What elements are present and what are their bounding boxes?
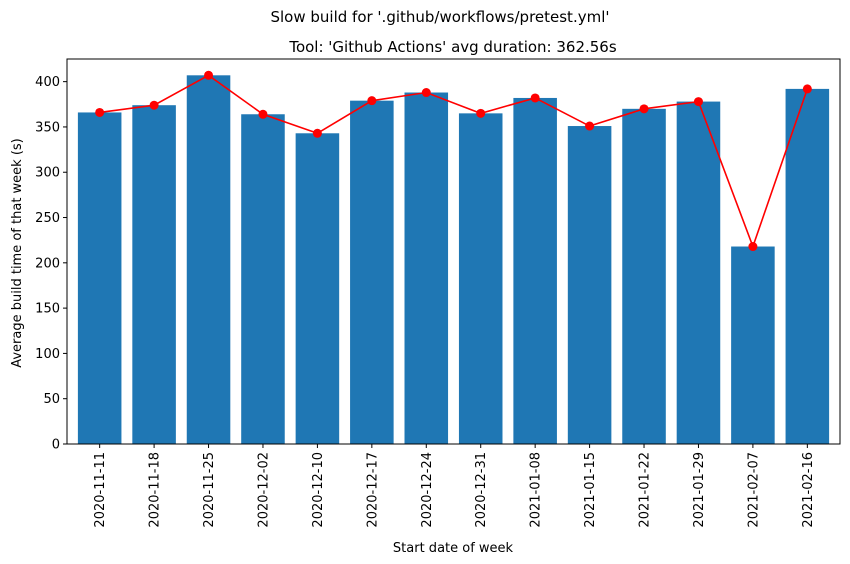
x-tick-label: 2021-01-29 xyxy=(692,452,707,528)
bar xyxy=(731,246,775,444)
series-line xyxy=(99,74,809,249)
x-tick-label: 2020-11-25 xyxy=(202,452,217,528)
line-point xyxy=(802,84,812,94)
y-tick-label: 100 xyxy=(35,347,60,362)
x-tick-label: 2020-12-31 xyxy=(474,452,489,528)
x-tick-label: 2020-12-02 xyxy=(256,452,271,528)
x-axis: 2020-11-11 2020-11-18 2020-11-25 2020-12-02… xyxy=(93,444,816,528)
line-point xyxy=(149,100,159,110)
x-tick-label: 2021-01-22 xyxy=(638,452,653,528)
y-tick-label: 250 xyxy=(35,211,60,226)
bar xyxy=(567,126,612,445)
plot-frame xyxy=(66,58,841,445)
y-tick-label: 150 xyxy=(35,302,60,317)
x-tick-label: 2021-02-16 xyxy=(801,452,816,528)
x-tick-label: 2020-12-10 xyxy=(311,452,326,528)
y-tick-label: 0 xyxy=(52,438,60,453)
line-series xyxy=(95,70,812,252)
y-axis-label: Average build time of that week (s) xyxy=(10,138,25,368)
line-point xyxy=(693,97,703,107)
x-tick-label: 2020-12-17 xyxy=(365,452,380,528)
x-tick-label: 2021-01-08 xyxy=(529,452,544,528)
x-tick-label: 2020-11-18 xyxy=(148,452,163,528)
bar xyxy=(295,133,340,444)
x-tick-label: 2021-02-07 xyxy=(746,452,761,528)
x-tick-label: 2021-01-15 xyxy=(583,452,598,528)
y-tick-label: 200 xyxy=(35,256,60,271)
bar-series xyxy=(77,75,830,445)
bar xyxy=(241,114,285,445)
line-point xyxy=(312,128,322,138)
line-point xyxy=(476,108,486,118)
bar xyxy=(77,112,122,445)
x-axis-label: Start date of week xyxy=(393,541,514,556)
y-tick-label: 350 xyxy=(35,120,60,135)
x-tick-label: 2020-11-11 xyxy=(93,452,108,528)
bar xyxy=(785,88,830,445)
chart-title: Tool: 'Github Actions' avg duration: 362… xyxy=(288,38,617,56)
y-tick-label: 400 xyxy=(35,75,60,90)
chart-suptitle: Slow build for '.github/workflows/pretes… xyxy=(270,8,609,26)
line-point xyxy=(639,104,649,114)
line-point xyxy=(258,109,268,119)
bar xyxy=(676,101,721,444)
bar xyxy=(404,92,449,445)
line-point xyxy=(585,121,595,131)
x-tick-label: 2020-12-24 xyxy=(420,452,435,528)
line-point xyxy=(421,88,431,98)
line-point xyxy=(95,107,105,117)
line-point xyxy=(530,93,540,103)
y-axis: 0 50 100 150 200 250 300 350 400 xyxy=(35,75,67,453)
bar xyxy=(513,97,557,444)
y-tick-label: 300 xyxy=(35,166,60,181)
bar xyxy=(350,100,394,444)
bar xyxy=(186,75,231,445)
bar xyxy=(132,105,176,444)
axes xyxy=(66,58,841,445)
bar xyxy=(622,108,666,444)
bar xyxy=(458,113,503,445)
line-point xyxy=(367,96,377,106)
line-point xyxy=(748,242,758,252)
line-point xyxy=(204,70,214,80)
y-tick-label: 50 xyxy=(43,392,60,407)
